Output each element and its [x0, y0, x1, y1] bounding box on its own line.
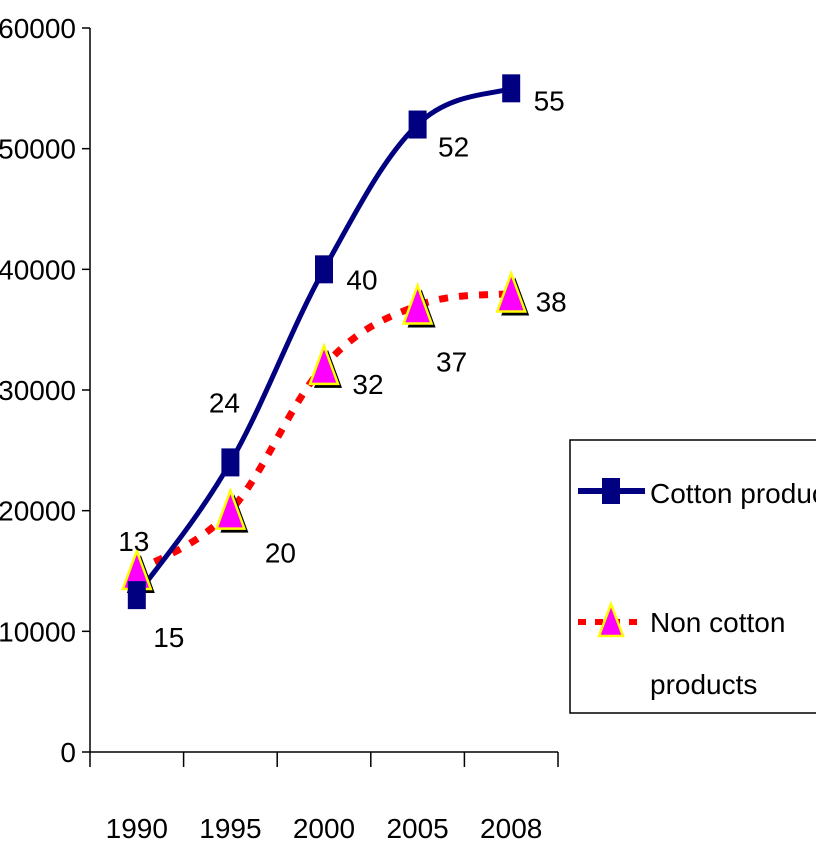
noncotton-marker	[495, 269, 527, 313]
noncotton-marker	[401, 281, 434, 325]
y-tick-label: 40000	[0, 254, 76, 285]
y-axis: 0 10000 20000 30000 40000 50000 60000	[0, 13, 91, 768]
data-labels: 13 24 40 52 55 15 20 32 37 38	[118, 85, 567, 653]
series-layer	[121, 74, 530, 610]
y-tick-label: 10000	[0, 616, 76, 647]
cotton-data-label: 13	[118, 526, 149, 557]
noncotton-marker	[308, 342, 340, 386]
x-axis: 1990 1995 2000 2005 2008	[89, 751, 559, 844]
x-tick-label: 2005	[386, 813, 448, 844]
y-tick-label: 0	[60, 737, 76, 768]
x-tick-label: 2008	[480, 813, 542, 844]
legend-noncotton-label-2: products	[650, 669, 757, 700]
cotton-marker	[315, 255, 333, 284]
noncotton-data-label: 20	[265, 538, 296, 569]
x-tick-label: 2000	[293, 813, 355, 844]
noncotton-series-line	[134, 289, 512, 574]
y-tick-label: 60000	[0, 13, 76, 44]
legend-noncotton-marker	[597, 600, 625, 638]
legend: Cotton products Non cotton products	[569, 439, 816, 714]
y-tick-label: 30000	[0, 375, 76, 406]
noncotton-data-label: 32	[352, 369, 383, 400]
cotton-marker	[502, 74, 521, 103]
cotton-data-label: 24	[209, 387, 240, 418]
cotton-data-label: 40	[346, 264, 377, 295]
cotton-data-label: 52	[438, 132, 469, 163]
noncotton-data-label: 15	[153, 622, 184, 653]
x-tick-label: 1995	[199, 813, 261, 844]
legend-cotton-marker	[602, 478, 620, 504]
cotton-series-line	[134, 85, 513, 597]
y-tick-label: 50000	[0, 134, 76, 165]
x-tick-label: 1990	[106, 813, 168, 844]
y-tick-label: 20000	[0, 496, 76, 527]
legend-cotton-label: Cotton products	[650, 478, 816, 509]
cotton-marker	[127, 581, 146, 610]
cotton-data-label: 55	[534, 85, 565, 116]
noncotton-marker	[214, 487, 247, 530]
cotton-marker	[408, 110, 427, 139]
cotton-marker	[221, 448, 240, 477]
noncotton-data-label: 38	[536, 286, 567, 317]
noncotton-data-label: 37	[436, 347, 467, 378]
legend-noncotton-label-1: Non cotton	[650, 607, 785, 638]
